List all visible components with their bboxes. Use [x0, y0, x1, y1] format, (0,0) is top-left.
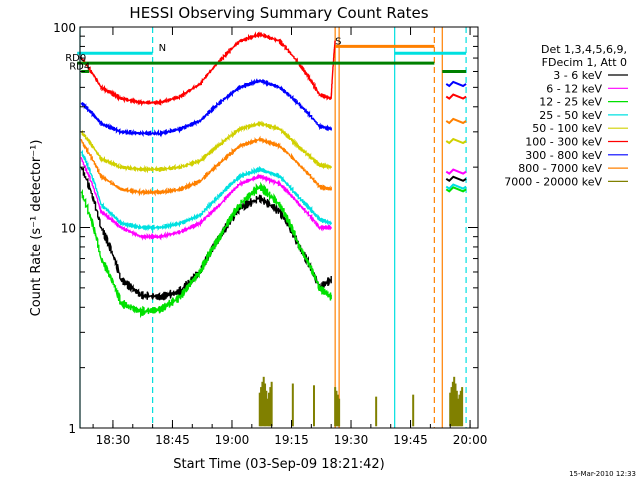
- x-axis-label: Start Time (03-Sep-09 18:21:42): [173, 457, 384, 472]
- x-tick-label-19-15: 19:15: [274, 433, 309, 447]
- y-axis-label: Count Rate (s⁻¹ detector⁻¹): [29, 140, 44, 317]
- legend-label-7000-20000-kev: 7000 - 20000 keV: [504, 175, 602, 188]
- axis-layer: 18:30 18:45 19:00 19:15 19:30 19:45 20:00 1 10 10…: [53, 21, 487, 447]
- legend: Det 1,3,4,5,6,9, FDecim 1, Att 0 3 - 6 k…: [504, 43, 628, 188]
- 100-300-kev-trace: [80, 31, 336, 107]
- x-tick-label-19-30: 19:30: [334, 433, 369, 447]
- footer-timestamp: 15-Mar-2010 12:33: [569, 470, 636, 478]
- legend-label-50-100-kev: 50 - 100 keV: [532, 122, 602, 135]
- 12-25-kev-trace: [80, 181, 332, 319]
- y-tick-label-1: 1: [68, 422, 76, 436]
- x-tick-label-18-30: 18:30: [96, 433, 131, 447]
- 25-50-kev-segment-right: [445, 183, 467, 190]
- legend-header-line-2: FDecim 1, Att 0: [542, 56, 627, 69]
- legend-label-6-12-kev: 6 - 12 keV: [546, 82, 602, 95]
- 6-12-kev-trace: [80, 157, 332, 241]
- 800-7000-kev-trace: [80, 135, 332, 197]
- legend-label-3-6-kev: 3 - 6 keV: [553, 69, 602, 82]
- plot-layer: [79, 27, 467, 428]
- 300-800-kev-segment-right: [445, 80, 467, 88]
- legend-label-300-800-kev: 300 - 800 keV: [525, 149, 602, 162]
- 300-800-kev-trace: [80, 78, 332, 138]
- 50-100-kev-trace: [80, 120, 332, 174]
- x-tick-label-19-00: 19:00: [215, 433, 250, 447]
- 6-12-kev-segment-right: [445, 168, 467, 175]
- 25-50-kev-trace: [80, 149, 332, 232]
- legend-header-line-1: Det 1,3,4,5,6,9,: [541, 43, 627, 56]
- legend-label-25-50-kev: 25 - 50 keV: [539, 109, 602, 122]
- x-tick-label-18-45: 18:45: [155, 433, 190, 447]
- 12-25-kev-segment-right: [445, 186, 467, 193]
- chart-title: HESSI Observing Summary Count Rates: [129, 4, 428, 22]
- legend-label-100-300-kev: 100 - 300 keV: [525, 136, 602, 149]
- flag-label-rd0: RD0: [65, 53, 86, 64]
- 100-300-kev-segment-right: [445, 93, 467, 100]
- legend-label-12-25-kev: 12 - 25 keV: [539, 96, 602, 109]
- flag-label-n: N: [159, 43, 166, 54]
- y-tick-label-100: 100: [53, 21, 76, 35]
- 800-7000-kev-segment-right: [445, 117, 467, 125]
- 3-6-kev-segment-right: [445, 175, 467, 183]
- x-tick-label-19-45: 19:45: [393, 433, 428, 447]
- flag-label-s: S: [335, 36, 341, 47]
- legend-label-800-7000-kev: 800 - 7000 keV: [518, 162, 602, 175]
- 50-100-kev-segment-right: [445, 137, 467, 145]
- x-tick-label-20-00: 20:00: [453, 433, 488, 447]
- y-tick-label-10: 10: [61, 222, 76, 236]
